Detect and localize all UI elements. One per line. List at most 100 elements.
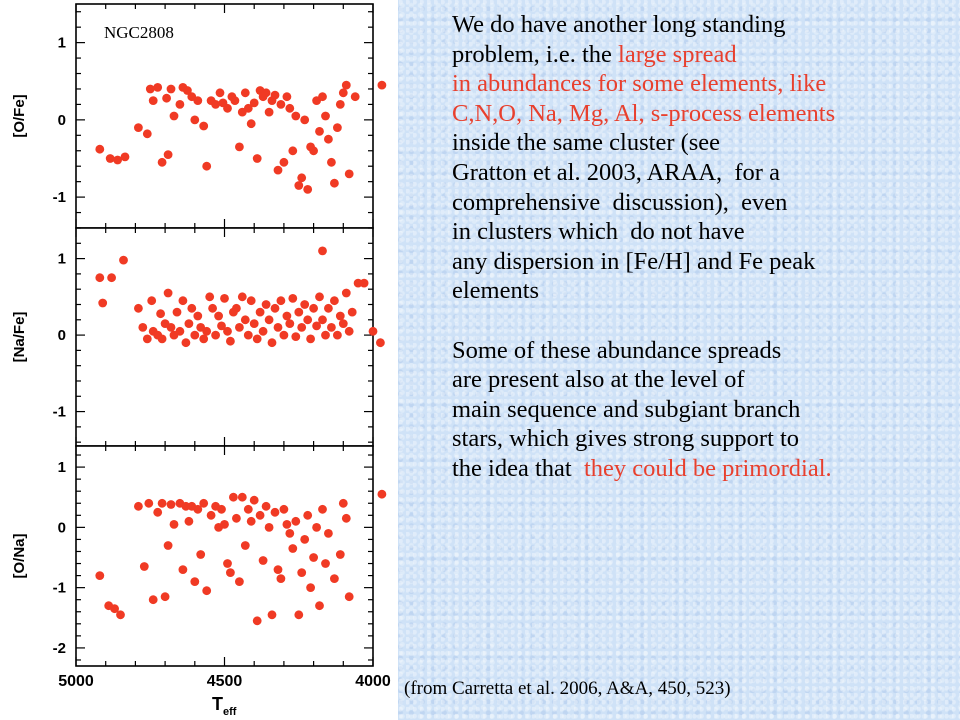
data-point — [206, 510, 216, 520]
body-text: We do have another long standing — [452, 11, 786, 38]
data-point — [178, 565, 188, 574]
x-axis-label-subscript: eff — [223, 706, 237, 718]
data-point — [166, 84, 176, 94]
data-point — [294, 181, 304, 190]
data-point — [187, 303, 197, 313]
data-point — [318, 315, 327, 325]
y-tick-label: 0 — [58, 112, 66, 129]
data-point — [291, 516, 301, 526]
figure-panel: 1 0 -1 [O/Fe] NGC2808 1 0 -1 [Na/Fe] 1 0 -1 -2 [O/Na]… — [0, 0, 398, 720]
plot-frame — [75, 445, 374, 667]
data-point — [273, 323, 283, 332]
data-point — [166, 500, 176, 509]
citation: (from Carretta et al. 2006, A&A, 450, 52… — [404, 678, 731, 699]
data-point — [327, 323, 336, 332]
text-line: any dispersion in [Fe/H] and Fe peak — [452, 247, 952, 277]
y-tick-label: -1 — [53, 580, 66, 597]
body-text: problem, i.e. the — [452, 40, 619, 68]
data-point — [252, 334, 262, 344]
data-point — [276, 100, 286, 109]
data-point — [350, 92, 360, 102]
data-point — [303, 185, 313, 194]
text-line: We do have another long standing — [452, 10, 952, 40]
data-point — [333, 123, 342, 132]
data-point — [183, 86, 192, 95]
text-line: in abundances for some elements, like — [452, 69, 952, 99]
cluster-label: NGC2808 — [104, 23, 174, 42]
data-point — [243, 103, 253, 113]
data-point — [264, 315, 274, 325]
data-point — [300, 300, 310, 309]
data-point — [240, 315, 250, 325]
data-point — [134, 303, 143, 313]
data-point — [193, 96, 203, 105]
data-point — [335, 100, 345, 109]
data-point — [252, 616, 262, 626]
data-point — [175, 326, 185, 336]
data-point — [220, 520, 229, 529]
text-line: comprehensive discussion), even — [452, 188, 952, 218]
data-point — [258, 556, 268, 565]
data-point — [153, 83, 163, 92]
data-point — [217, 321, 226, 331]
data-point — [312, 523, 321, 532]
data-point — [205, 292, 215, 302]
body-text: comprehensive discussion), even — [452, 188, 788, 216]
highlighted-text: large spread — [618, 40, 737, 68]
text-line: Gratton et al. 2003, ARAA, for a — [452, 158, 952, 188]
data-point — [249, 98, 259, 108]
data-point — [297, 323, 307, 332]
data-point — [309, 303, 318, 313]
data-point — [113, 155, 122, 165]
data-point — [190, 577, 200, 586]
data-point — [237, 292, 247, 302]
scatter-figure: 1 0 -1 [O/Fe] NGC2808 1 0 -1 [Na/Fe] 1 0 -1 -2 [O/Na]… — [11, 3, 391, 718]
x-tick-label: 4000 — [355, 673, 391, 690]
data-point — [258, 326, 268, 336]
body-text: are present also at the level of — [452, 366, 745, 394]
data-point — [261, 300, 271, 309]
data-point — [270, 507, 280, 517]
data-point — [315, 292, 324, 302]
y-axis-label: [Na/Fe] — [11, 312, 28, 363]
data-point — [285, 529, 295, 538]
data-point — [237, 492, 247, 502]
data-point — [134, 123, 143, 132]
data-point — [330, 574, 339, 583]
data-point — [368, 326, 378, 336]
data-point — [110, 604, 119, 614]
text-line: main sequence and subgiant branch — [452, 395, 952, 425]
data-point — [162, 93, 172, 103]
data-point — [202, 586, 212, 596]
data-point — [315, 601, 324, 611]
data-point — [303, 510, 313, 520]
data-point — [288, 544, 298, 553]
data-point — [246, 516, 256, 526]
data-point — [226, 336, 235, 346]
y-tick-label: 1 — [58, 251, 66, 268]
data-point — [138, 323, 148, 332]
y-tick-label: -2 — [53, 640, 66, 657]
data-point — [153, 507, 163, 517]
data-point — [318, 246, 327, 256]
data-point — [178, 296, 188, 306]
data-point — [338, 88, 348, 98]
data-point — [330, 296, 339, 306]
y-tick-label: 1 — [58, 459, 66, 476]
data-point — [285, 319, 295, 328]
data-point — [246, 119, 256, 129]
data-point — [276, 574, 286, 583]
x-tick-label: 5000 — [58, 673, 94, 690]
y-tick-label: 1 — [58, 35, 66, 52]
data-point — [294, 307, 304, 317]
slide-text: We do have another long standing problem,… — [452, 10, 952, 484]
data-point — [341, 80, 351, 90]
data-point — [377, 80, 387, 90]
y-tick-label: 0 — [58, 327, 66, 344]
text-line: are present also at the level of — [452, 365, 952, 395]
data-point — [235, 577, 244, 586]
y-axis-label: [O/Fe] — [11, 94, 28, 137]
data-point — [240, 541, 250, 550]
body-text: elements — [452, 277, 540, 305]
data-point — [95, 273, 105, 283]
